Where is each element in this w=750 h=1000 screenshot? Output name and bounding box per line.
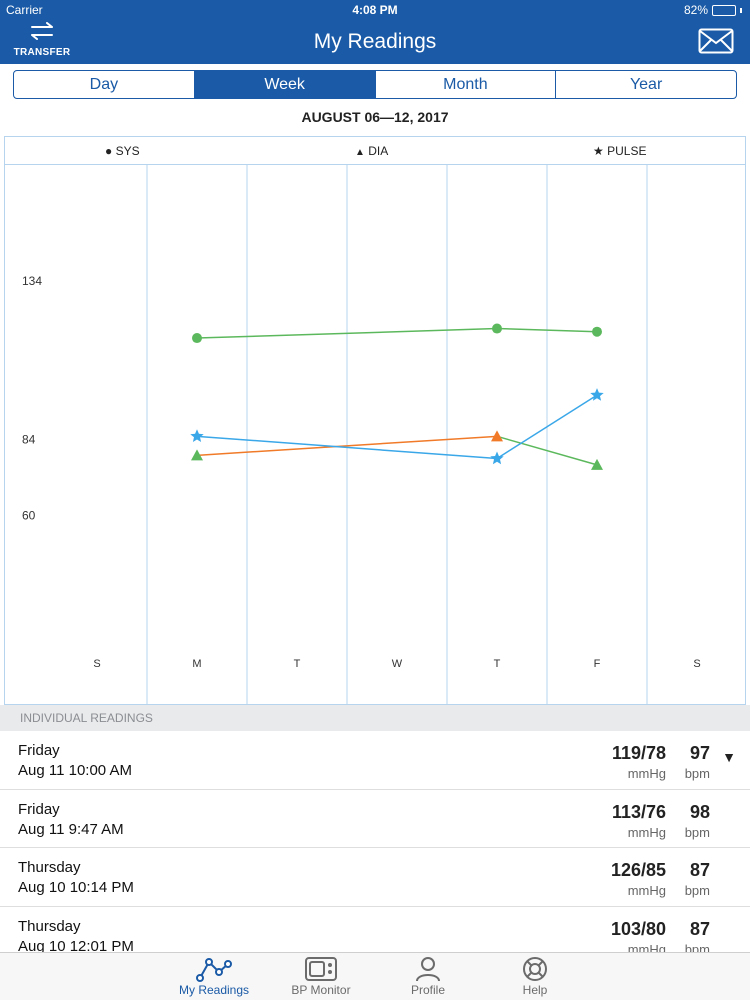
chart-legend: ● SYS ▲ DIA ★ PULSE bbox=[5, 137, 745, 165]
x-tick-label: W bbox=[392, 658, 403, 670]
monitor-device-icon bbox=[305, 957, 337, 981]
expand-caret-icon[interactable]: ▼ bbox=[722, 749, 736, 765]
point-pulse bbox=[490, 451, 504, 465]
reading-pulse: 98 bbox=[689, 801, 710, 822]
legend-sys-symbol: ● bbox=[105, 144, 113, 158]
reading-pulse-unit: bpm bbox=[684, 883, 710, 898]
legend-dia-label: DIA bbox=[368, 144, 389, 158]
legend-pulse-symbol: ★ bbox=[593, 144, 604, 158]
reading-day: Friday bbox=[18, 742, 60, 759]
clock: 4:08 PM bbox=[352, 3, 398, 17]
segment-week[interactable]: Week bbox=[194, 71, 376, 98]
transfer-arrows-icon bbox=[31, 22, 53, 40]
series-line-sys bbox=[496, 327, 598, 333]
tab-profile[interactable]: Profile bbox=[378, 953, 478, 1000]
legend-pulse-label: PULSE bbox=[607, 144, 647, 158]
transfer-button[interactable]: TRANSFER bbox=[10, 22, 74, 62]
date-range: AUGUST 06—12, 2017 bbox=[301, 109, 449, 125]
reading-bp-unit: mmHg bbox=[627, 824, 666, 840]
carrier-label: Carrier bbox=[6, 3, 43, 17]
period-segmented-control: Day Week Month Year bbox=[13, 70, 737, 99]
transfer-label: TRANSFER bbox=[13, 47, 71, 58]
legend-sys: ● SYS bbox=[105, 144, 140, 158]
reading-datetime: Aug 11 10:00 AM bbox=[18, 762, 132, 779]
tab-my-readings[interactable]: My Readings bbox=[164, 953, 264, 1000]
reading-row[interactable]: Friday Aug 11 9:47 AM 113/76 mmHg 98 bpm bbox=[0, 790, 750, 848]
battery-percent: 82% bbox=[683, 3, 708, 17]
reading-day: Thursday bbox=[18, 859, 81, 876]
tab-label: Help bbox=[522, 983, 548, 997]
reading-pulse: 87 bbox=[689, 918, 710, 939]
reading-row[interactable]: Thursday Aug 10 12:01 PM 103/80 mmHg 87 … bbox=[0, 907, 750, 953]
reading-datetime: Aug 11 9:47 AM bbox=[18, 820, 124, 838]
battery-indicator: 82% bbox=[684, 3, 742, 17]
point-sys bbox=[592, 326, 602, 337]
tab-label: Profile bbox=[410, 983, 445, 997]
reading-bp: 119/78 bbox=[611, 743, 666, 763]
point-dia bbox=[491, 430, 503, 442]
x-tick-label: M bbox=[192, 658, 201, 670]
reading-bp: 113/76 bbox=[611, 801, 666, 822]
segment-month[interactable]: Month bbox=[376, 71, 557, 98]
tab-bp-monitor[interactable]: BP Monitor bbox=[271, 953, 371, 1000]
reading-bp-unit: mmHg bbox=[627, 766, 666, 781]
readings-section-header: INDIVIDUAL READINGS bbox=[0, 705, 750, 731]
legend-pulse: ★ PULSE bbox=[593, 144, 646, 158]
readings-list: Friday Aug 11 10:00 AM 119/78 mmHg 97 bp… bbox=[0, 731, 750, 952]
reading-pulse-unit: bpm bbox=[684, 824, 710, 840]
segment-year[interactable]: Year bbox=[629, 76, 663, 93]
series-line-dia bbox=[196, 435, 498, 457]
reading-bp: 126/85 bbox=[610, 860, 666, 880]
readings-chart: ● SYS ▲ DIA ★ PULSE 60 84 134 S M T W T F S bbox=[4, 136, 746, 705]
legend-dia: ▲ DIA bbox=[355, 144, 388, 158]
tab-label: BP Monitor bbox=[291, 983, 351, 997]
point-pulse bbox=[190, 429, 204, 442]
point-dia bbox=[191, 449, 203, 461]
reading-bp: 103/80 bbox=[610, 918, 666, 939]
legend-dia-symbol: ▲ bbox=[355, 147, 365, 158]
reading-pulse: 87 bbox=[689, 860, 710, 880]
chart-plot-area: 60 84 134 S M T W T F S bbox=[22, 165, 701, 704]
reading-row[interactable]: Friday Aug 11 10:00 AM 119/78 mmHg 97 bp… bbox=[0, 731, 750, 790]
reading-day: Thursday bbox=[18, 917, 81, 935]
lifebuoy-icon bbox=[523, 957, 547, 981]
series-line-pulse bbox=[496, 394, 598, 460]
point-dia bbox=[591, 458, 603, 470]
point-pulse bbox=[590, 388, 604, 401]
status-bar: Carrier 4:08 PM 82% bbox=[0, 3, 750, 19]
reading-datetime: Aug 10 10:14 PM bbox=[18, 879, 134, 896]
x-tick-label: S bbox=[693, 658, 700, 670]
series-line-sys bbox=[196, 327, 498, 339]
segment-day[interactable]: Day bbox=[14, 71, 195, 98]
point-sys bbox=[492, 323, 502, 334]
top-bar: Carrier 4:08 PM 82% TRANSFER My Readings bbox=[0, 0, 750, 64]
reading-pulse: 97 bbox=[689, 743, 710, 763]
reading-datetime: Aug 10 12:01 PM bbox=[18, 937, 134, 953]
series-line-dia bbox=[496, 435, 598, 466]
reading-bp-unit: mmHg bbox=[627, 941, 666, 953]
reading-bp-unit: mmHg bbox=[627, 883, 666, 898]
point-sys bbox=[192, 333, 202, 344]
tab-bar: My Readings BP Monitor Profile Help bbox=[0, 952, 750, 1000]
reading-pulse-unit: bpm bbox=[684, 941, 710, 953]
x-tick-label: T bbox=[494, 658, 501, 670]
y-tick-label: 84 bbox=[22, 433, 36, 447]
x-tick-label: T bbox=[294, 658, 301, 670]
reading-row[interactable]: Thursday Aug 10 10:14 PM 126/85 mmHg 87 … bbox=[0, 848, 750, 907]
mail-icon[interactable] bbox=[698, 28, 734, 54]
chart-line-icon bbox=[196, 958, 232, 982]
y-tick-label: 60 bbox=[22, 509, 36, 523]
y-tick-label: 134 bbox=[22, 274, 42, 288]
legend-sys-label: SYS bbox=[115, 144, 140, 158]
page-title: My Readings bbox=[313, 30, 437, 53]
tab-help[interactable]: Help bbox=[485, 953, 585, 1000]
x-tick-label: F bbox=[594, 658, 601, 670]
reading-day: Friday bbox=[18, 800, 60, 818]
battery-icon bbox=[712, 4, 736, 16]
person-icon bbox=[416, 957, 440, 982]
x-tick-label: S bbox=[93, 658, 100, 670]
tab-label: My Readings bbox=[178, 983, 250, 997]
reading-pulse-unit: bpm bbox=[684, 766, 710, 781]
series-line-pulse bbox=[196, 435, 498, 460]
